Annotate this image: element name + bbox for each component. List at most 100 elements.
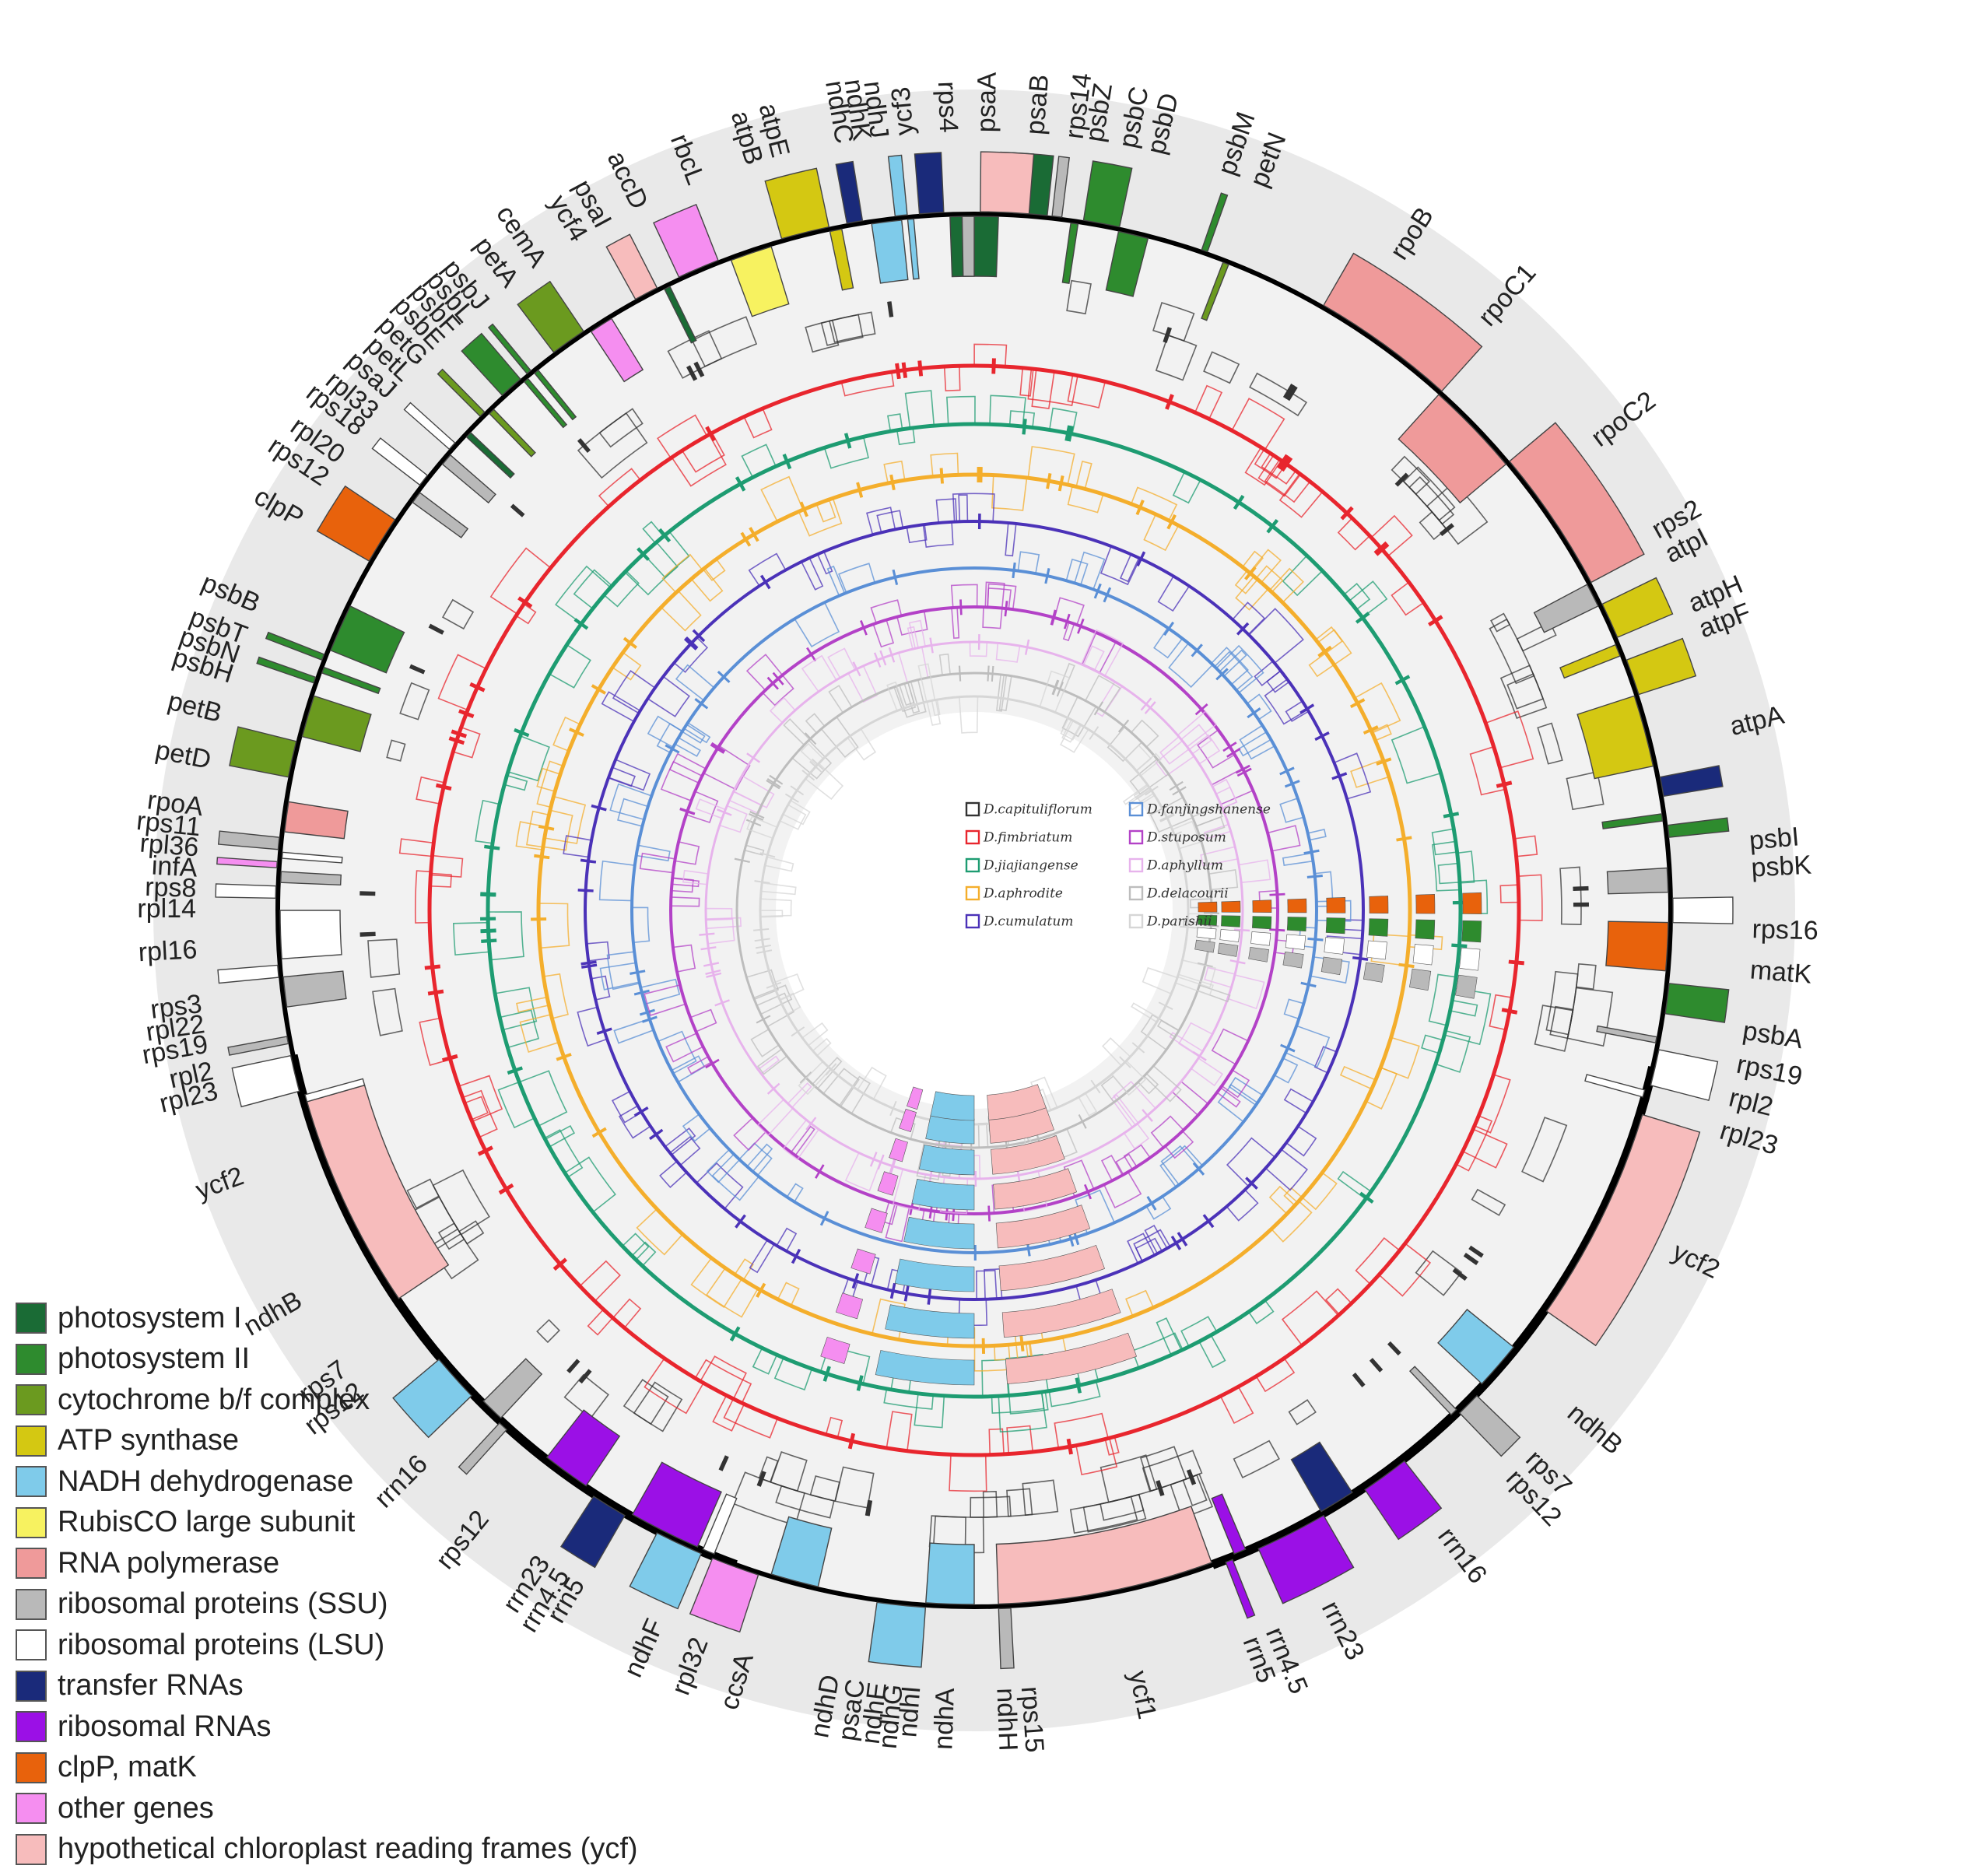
alignment-block — [779, 992, 801, 1015]
alignment-tick — [686, 365, 698, 381]
alignment-block — [760, 882, 797, 896]
center-hole — [776, 712, 1173, 1109]
alignment-block — [1190, 1057, 1224, 1087]
alignment-tick — [693, 361, 705, 377]
alignment-tick — [531, 917, 547, 921]
alignment-tick — [873, 652, 882, 668]
alignment-tick — [1166, 514, 1177, 530]
alignment-block — [1215, 1086, 1241, 1108]
category-legend: photosystem I photosystem II cytochrome b/… — [16, 1298, 716, 1870]
legend-label: other genes — [58, 1791, 214, 1825]
alignment-tick — [766, 780, 780, 790]
alignment-tick — [1075, 1377, 1082, 1394]
gene-block-psbt — [265, 631, 325, 661]
alignment-tick — [766, 1082, 780, 1095]
alignment-tick — [1317, 645, 1332, 657]
gene-label: psbI — [1748, 822, 1800, 855]
alignment-tick — [805, 1117, 817, 1131]
alignment-tick — [901, 362, 908, 378]
alignment-tick — [1192, 1162, 1205, 1176]
alignment-tick — [568, 728, 584, 737]
legend-swatch — [16, 1506, 47, 1538]
echo-block-oth — [899, 1108, 917, 1132]
alignment-tick — [1084, 1183, 1092, 1200]
alignment-block — [687, 1055, 713, 1075]
alignment-tick — [1172, 786, 1187, 796]
alignment-tick — [1359, 1191, 1374, 1204]
alignment-block — [871, 1298, 906, 1341]
alignment-tick — [973, 1244, 977, 1261]
alignment-block — [1428, 973, 1457, 1026]
alignment-block — [598, 468, 642, 508]
gene-label: ndhG — [873, 1683, 909, 1751]
alignment-block — [1113, 1080, 1157, 1126]
alignment-tick — [1285, 385, 1298, 401]
alignment-block — [657, 1030, 697, 1075]
alignment-tick — [1501, 1008, 1518, 1015]
alignment-block — [952, 493, 995, 523]
legend-label: transfer RNAs — [58, 1669, 244, 1702]
legend-label: ribosomal proteins (LSU) — [58, 1628, 385, 1661]
alignment-block — [1455, 1114, 1493, 1172]
alignment-block — [1005, 522, 1017, 557]
alignment-tick — [1233, 495, 1245, 510]
gene-block-rps7 — [1458, 1394, 1521, 1457]
alignment-block — [800, 556, 824, 591]
alignment-tick — [451, 729, 468, 738]
alignment-block — [441, 598, 475, 630]
alignment-block — [1285, 1025, 1331, 1068]
alignment-block — [647, 675, 690, 717]
alignment-tick — [409, 664, 426, 675]
gene-block-rps18 — [441, 454, 496, 504]
alignment-block — [670, 896, 700, 907]
species-ring-dfanjingshanense — [598, 551, 1352, 1261]
alignment-block — [1283, 998, 1305, 1020]
alignment-tick — [538, 825, 555, 831]
alignment-tick — [1451, 943, 1468, 949]
alignment-block — [1180, 1316, 1218, 1348]
gene-block-infa — [216, 857, 278, 868]
gene-block-atph — [1559, 643, 1621, 679]
legend-label: photosystem II — [58, 1342, 251, 1376]
alignment-tick — [1306, 874, 1323, 878]
alignment-tick — [791, 1026, 805, 1037]
alignment-tick — [1090, 1079, 1101, 1094]
alignment-block — [1415, 1250, 1463, 1296]
alignment-block — [399, 682, 430, 721]
alignment-tick — [580, 858, 597, 864]
alignment-tick — [581, 963, 598, 969]
legend-item-rbc: RubisCO large subunit — [16, 1503, 716, 1544]
alignment-block — [640, 978, 681, 1005]
alignment-block — [536, 1319, 560, 1344]
echo-block-ssu — [1248, 947, 1269, 963]
alignment-tick — [703, 962, 720, 967]
alignment-block — [743, 844, 765, 856]
gene-block-ndhd — [770, 1516, 833, 1587]
gene-label: infA — [151, 851, 198, 883]
species-ring-djiajiangense — [453, 390, 1492, 1433]
alignment-block — [1131, 1002, 1160, 1023]
alignment-tick — [756, 1282, 766, 1298]
alignment-block — [1226, 973, 1265, 1010]
echo-block-oth — [865, 1208, 888, 1233]
alignment-tick — [772, 672, 784, 686]
alignment-block — [844, 1152, 882, 1192]
alignment-block — [1255, 565, 1284, 594]
alignment-tick — [1573, 885, 1589, 891]
alignment-tick — [1170, 1236, 1182, 1250]
legend-swatch — [16, 1425, 47, 1457]
alignment-block — [898, 682, 915, 707]
alignment-block — [1456, 850, 1475, 884]
gene-label: rps16 — [1752, 914, 1818, 945]
alignment-block — [1499, 884, 1520, 903]
gene-block-ycf1 — [995, 1505, 1212, 1605]
alignment-tick — [981, 1338, 986, 1354]
alignment-block — [1333, 752, 1372, 800]
gene-block-ccsa — [689, 1557, 759, 1633]
alignment-block — [579, 1260, 621, 1303]
echo-block-clp — [1221, 900, 1241, 913]
alignment-block — [673, 636, 709, 673]
alignment-tick — [754, 938, 770, 942]
alignment-tick — [623, 636, 637, 649]
